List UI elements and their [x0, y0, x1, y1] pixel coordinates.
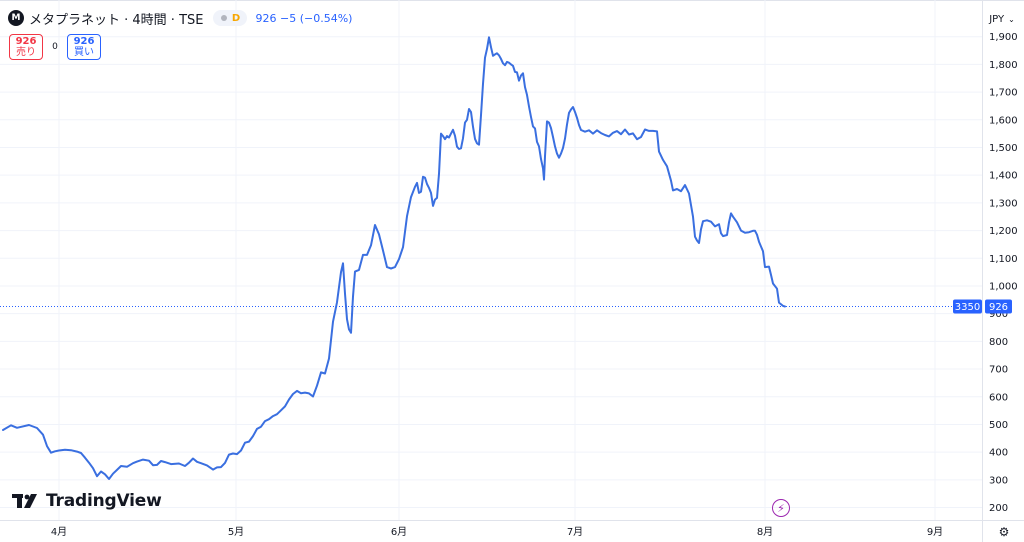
ohlc-values: 926 −5 (−0.54%) [255, 11, 353, 25]
y-tick-label: 400 [989, 448, 1008, 459]
y-tick-label: 500 [989, 420, 1008, 431]
price-line [2, 36, 786, 480]
sell-button[interactable]: 926 売り [9, 34, 43, 60]
price-tags: 3350 926 [953, 299, 1012, 314]
y-tick-label: 900 [989, 309, 1008, 320]
sell-price: 926 [15, 36, 37, 47]
tradingview-logo-text: TradingView [46, 491, 162, 511]
countdown-tag [953, 299, 982, 314]
market-status-letter: D [231, 12, 241, 24]
time-axis: 4月 5月 6月 7月 8月 9月 [51, 526, 943, 538]
x-tick-label: 5月 [228, 526, 244, 538]
currency-label: JPY [989, 13, 1005, 25]
buy-price: 926 [73, 36, 95, 47]
x-tick-label: 9月 [927, 526, 943, 538]
market-status-dot [220, 15, 227, 21]
spread-value: 0 [52, 42, 58, 52]
y-tick-label: 1,200 [989, 226, 1018, 237]
price-axis: 200 300 400 500 600 700 800 900 1,000 1,100 1,200 1… [989, 32, 1018, 514]
last-price-label: 926 [989, 302, 1008, 313]
trade-buttons: 926 売り 0 926 買い [9, 34, 101, 60]
time-axis-separator [0, 520, 1024, 521]
price-axis-separator [982, 0, 983, 542]
y-tick-label: 1,100 [989, 254, 1018, 265]
x-tick-label: 4月 [51, 526, 67, 538]
price-series [2, 36, 786, 480]
y-tick-label: 1,800 [989, 60, 1018, 71]
y-tick-label: 1,700 [989, 88, 1018, 99]
y-tick-label: 1,600 [989, 115, 1018, 126]
chevron-down-icon: ⌄ [1008, 14, 1015, 24]
tradingview-mark-icon [12, 494, 37, 508]
market-status[interactable]: D [213, 10, 248, 26]
buy-label: 買い [74, 47, 94, 58]
lightning-icon[interactable]: ⚡ [772, 499, 790, 517]
sell-label: 売り [16, 47, 36, 58]
buy-button[interactable]: 926 買い [67, 34, 101, 60]
x-tick-label: 6月 [391, 526, 407, 538]
y-tick-label: 600 [989, 392, 1008, 403]
y-tick-label: 800 [989, 337, 1008, 348]
y-tick-label: 1,400 [989, 171, 1018, 182]
symbol-title[interactable]: メタプラネット · 4時間 · TSE [29, 12, 204, 28]
y-tick-label: 700 [989, 365, 1008, 376]
countdown-label: 3350 [955, 302, 980, 313]
gear-icon[interactable]: ⚙ [998, 525, 1010, 539]
tradingview-logo[interactable]: TradingView [12, 491, 162, 511]
y-tick-label: 1,000 [989, 281, 1018, 292]
y-tick-label: 300 [989, 475, 1008, 486]
symbol-logo[interactable]: M [8, 10, 24, 26]
chart-header: M メタプラネット · 4時間 · TSE D 926 −5 (−0.54%) [8, 9, 353, 28]
y-tick-label: 1,900 [989, 32, 1018, 43]
y-tick-label: 200 [989, 503, 1008, 514]
y-tick-label: 1,300 [989, 198, 1018, 209]
top-border [0, 0, 1024, 1]
chart-grid [0, 0, 982, 520]
y-tick-label: 1,500 [989, 143, 1018, 154]
currency-selector[interactable]: JPY ⌄ [984, 10, 1020, 28]
last-price-tag [985, 299, 1012, 314]
x-tick-label: 8月 [757, 526, 773, 538]
x-tick-label: 7月 [567, 526, 583, 538]
